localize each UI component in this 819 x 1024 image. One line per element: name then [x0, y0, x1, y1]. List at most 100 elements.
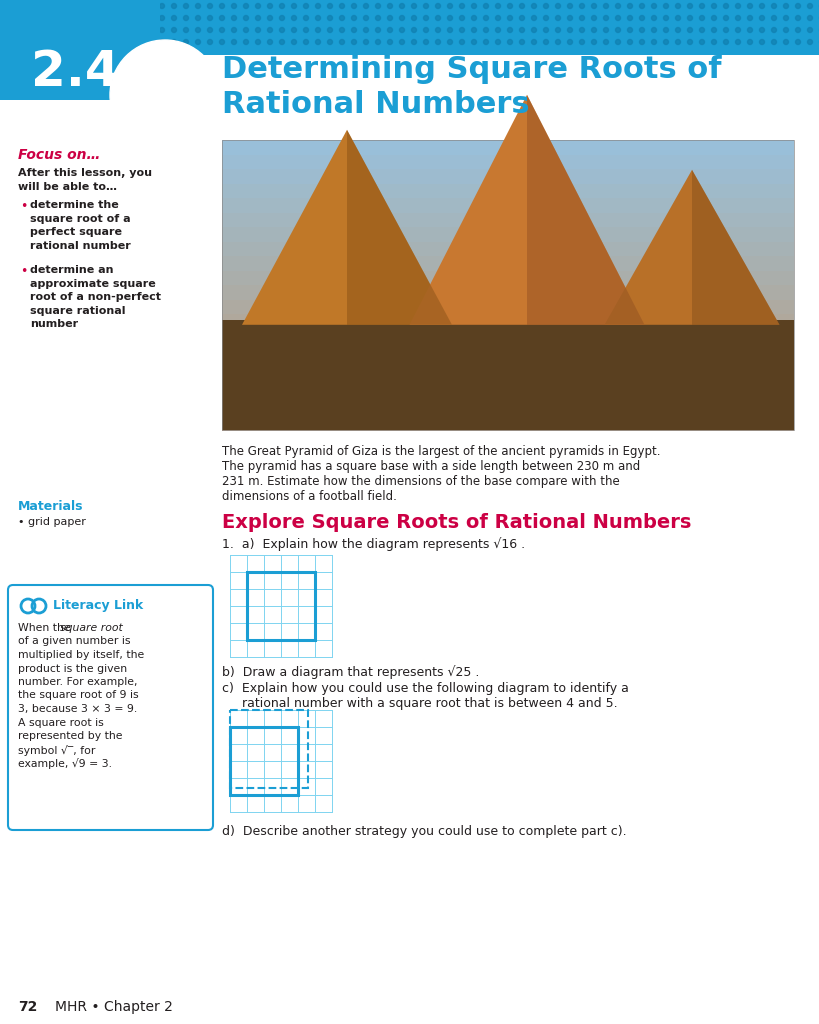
Text: symbol √‾, for: symbol √‾, for: [18, 744, 95, 756]
Circle shape: [400, 40, 405, 44]
Bar: [222, 319, 794, 430]
Circle shape: [555, 40, 560, 44]
Circle shape: [3, 3, 8, 8]
Circle shape: [795, 28, 800, 33]
Circle shape: [111, 40, 116, 44]
Circle shape: [375, 40, 381, 44]
Circle shape: [39, 15, 44, 20]
Circle shape: [315, 40, 320, 44]
Polygon shape: [410, 95, 645, 325]
Circle shape: [375, 3, 381, 8]
Circle shape: [459, 3, 464, 8]
Circle shape: [771, 15, 776, 20]
Circle shape: [28, 28, 33, 33]
FancyBboxPatch shape: [8, 585, 213, 830]
Circle shape: [723, 40, 728, 44]
Circle shape: [160, 28, 165, 33]
Circle shape: [483, 40, 488, 44]
Circle shape: [400, 15, 405, 20]
Circle shape: [580, 40, 585, 44]
Circle shape: [243, 3, 248, 8]
Text: determine an
approximate square
root of a non-perfect
square rational
number: determine an approximate square root of …: [30, 265, 161, 330]
Circle shape: [459, 15, 464, 20]
Circle shape: [219, 28, 224, 33]
Circle shape: [207, 40, 212, 44]
Circle shape: [544, 3, 549, 8]
Circle shape: [568, 3, 572, 8]
Circle shape: [663, 28, 668, 33]
Circle shape: [712, 40, 717, 44]
Circle shape: [591, 28, 596, 33]
Circle shape: [183, 40, 188, 44]
Circle shape: [712, 15, 717, 20]
Polygon shape: [242, 130, 452, 325]
Text: MHR • Chapter 2: MHR • Chapter 2: [55, 1000, 173, 1014]
Circle shape: [400, 3, 405, 8]
Circle shape: [591, 3, 596, 8]
Circle shape: [328, 40, 333, 44]
Circle shape: [124, 3, 129, 8]
Circle shape: [147, 40, 152, 44]
Circle shape: [268, 40, 273, 44]
Bar: [222, 416, 794, 431]
Circle shape: [436, 3, 441, 8]
Circle shape: [580, 3, 585, 8]
Circle shape: [88, 3, 93, 8]
Circle shape: [256, 3, 260, 8]
Circle shape: [748, 40, 753, 44]
Circle shape: [784, 28, 789, 33]
Circle shape: [99, 40, 105, 44]
Circle shape: [459, 40, 464, 44]
Circle shape: [508, 28, 513, 33]
Text: multiplied by itself, the: multiplied by itself, the: [18, 650, 144, 660]
Circle shape: [147, 28, 152, 33]
Circle shape: [364, 3, 369, 8]
Circle shape: [544, 40, 549, 44]
Circle shape: [808, 28, 812, 33]
Circle shape: [495, 28, 500, 33]
Circle shape: [544, 15, 549, 20]
Circle shape: [519, 15, 524, 20]
Circle shape: [400, 28, 405, 33]
Circle shape: [110, 40, 220, 150]
Text: the square root of 9 is: the square root of 9 is: [18, 690, 138, 700]
Circle shape: [699, 28, 704, 33]
Circle shape: [771, 3, 776, 8]
Circle shape: [411, 40, 417, 44]
Circle shape: [64, 40, 69, 44]
Circle shape: [219, 40, 224, 44]
Text: c)  Explain how you could use the following diagram to identify a: c) Explain how you could use the followi…: [222, 682, 629, 695]
Circle shape: [88, 15, 93, 20]
Circle shape: [219, 3, 224, 8]
Text: The Great Pyramid of Giza is the largest of the ancient pyramids in Egypt.: The Great Pyramid of Giza is the largest…: [222, 445, 660, 458]
Circle shape: [604, 15, 609, 20]
Circle shape: [375, 15, 381, 20]
Circle shape: [808, 3, 812, 8]
Text: •: •: [20, 265, 27, 278]
Circle shape: [39, 3, 44, 8]
Circle shape: [495, 40, 500, 44]
Polygon shape: [347, 130, 452, 325]
Text: 3, because 3 × 3 = 9.: 3, because 3 × 3 = 9.: [18, 705, 138, 714]
Circle shape: [64, 3, 69, 8]
Circle shape: [784, 40, 789, 44]
Text: d)  Describe another strategy you could use to complete part c).: d) Describe another strategy you could u…: [222, 825, 627, 838]
Circle shape: [508, 15, 513, 20]
Circle shape: [748, 28, 753, 33]
Circle shape: [640, 15, 645, 20]
Circle shape: [495, 15, 500, 20]
Circle shape: [160, 40, 165, 44]
Circle shape: [651, 28, 657, 33]
Circle shape: [616, 28, 621, 33]
Circle shape: [447, 40, 453, 44]
Text: determine the
square root of a
perfect square
rational number: determine the square root of a perfect s…: [30, 200, 131, 251]
Circle shape: [423, 3, 428, 8]
Bar: [222, 198, 794, 213]
Polygon shape: [527, 95, 645, 325]
Circle shape: [135, 28, 141, 33]
Circle shape: [735, 15, 740, 20]
Text: rational number with a square root that is between 4 and 5.: rational number with a square root that …: [222, 697, 618, 710]
Text: The pyramid has a square base with a side length between 230 m and: The pyramid has a square base with a sid…: [222, 460, 640, 473]
Circle shape: [699, 40, 704, 44]
Circle shape: [268, 15, 273, 20]
